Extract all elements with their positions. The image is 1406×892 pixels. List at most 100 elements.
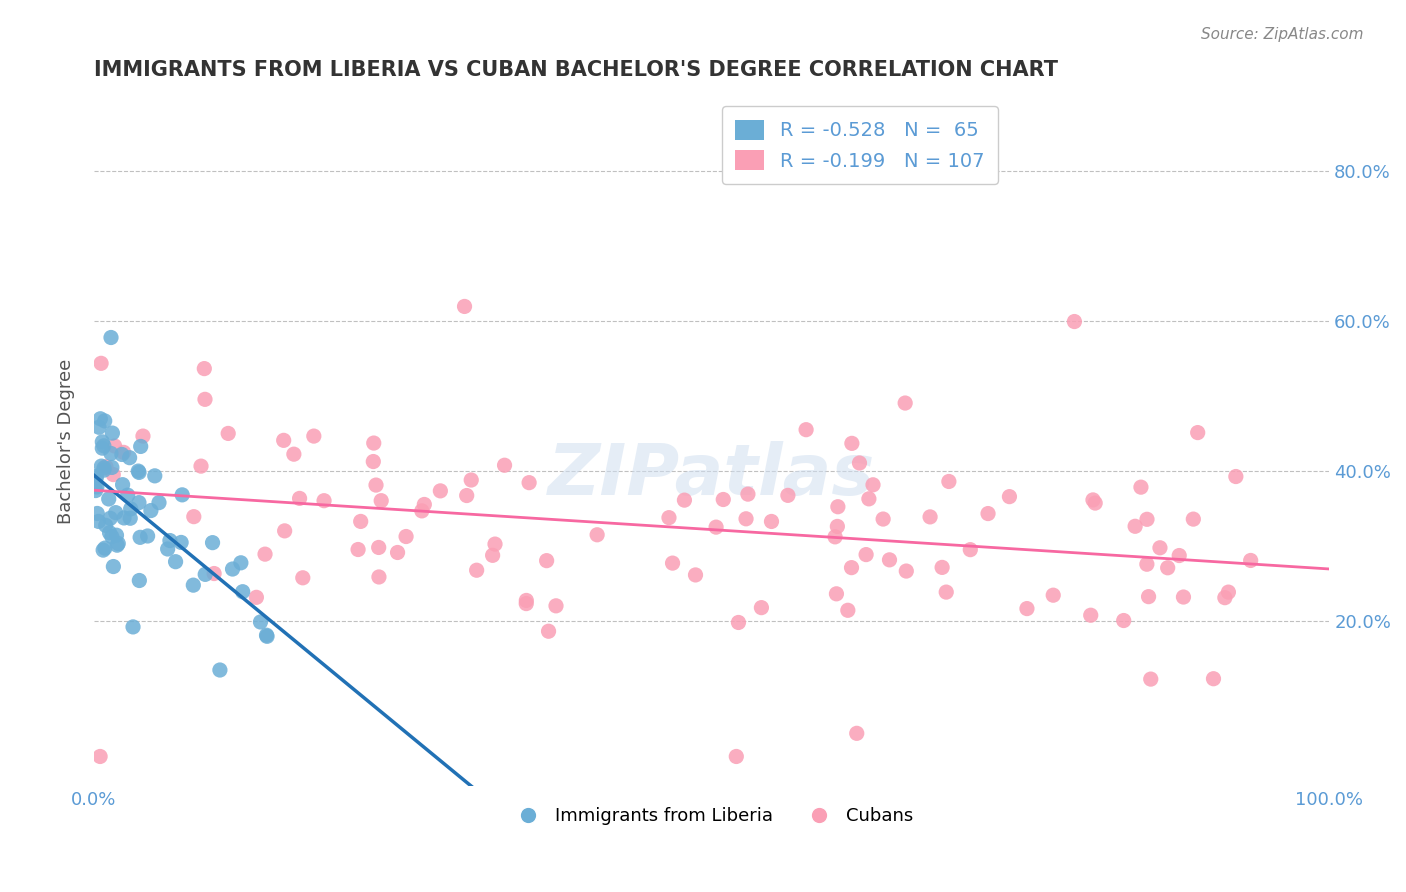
Immigrants from Liberia: [104, 506, 127, 520]
Cubans: [858, 491, 880, 506]
Immigrants from Liberia: [129, 439, 152, 453]
Immigrants from Liberia: [127, 464, 149, 478]
Immigrants from Liberia: [94, 541, 117, 555]
Immigrants from Liberia: [84, 483, 107, 498]
Cubans: [1123, 519, 1146, 533]
Cubans: [453, 300, 475, 314]
Cubans: [253, 547, 276, 561]
Cubans: [825, 587, 848, 601]
Cubans: [273, 434, 295, 448]
Cubans: [484, 537, 506, 551]
Immigrants from Liberia: [93, 461, 115, 475]
Cubans: [998, 490, 1021, 504]
Cubans: [1202, 672, 1225, 686]
Cubans: [90, 356, 112, 370]
Cubans: [1182, 512, 1205, 526]
Immigrants from Liberia: [136, 529, 159, 543]
Cubans: [1129, 480, 1152, 494]
Cubans: [363, 436, 385, 450]
Immigrants from Liberia: [128, 466, 150, 480]
Cubans: [456, 489, 478, 503]
Immigrants from Liberia: [100, 446, 122, 460]
Cubans: [586, 528, 609, 542]
Cubans: [537, 624, 560, 639]
Cubans: [735, 512, 758, 526]
Cubans: [1213, 591, 1236, 605]
Cubans: [364, 478, 387, 492]
Cubans: [931, 560, 953, 574]
Immigrants from Liberia: [249, 615, 271, 629]
Cubans: [112, 445, 135, 459]
Cubans: [1218, 585, 1240, 599]
Immigrants from Liberia: [111, 447, 134, 461]
Cubans: [517, 475, 540, 490]
Cubans: [725, 749, 748, 764]
Text: Source: ZipAtlas.com: Source: ZipAtlas.com: [1201, 27, 1364, 42]
Immigrants from Liberia: [170, 535, 193, 549]
Cubans: [1139, 672, 1161, 686]
Cubans: [515, 593, 537, 607]
Immigrants from Liberia: [89, 411, 111, 425]
Cubans: [515, 597, 537, 611]
Cubans: [183, 509, 205, 524]
Cubans: [1063, 314, 1085, 328]
Cubans: [1112, 614, 1135, 628]
Immigrants from Liberia: [129, 530, 152, 544]
Immigrants from Liberia: [93, 439, 115, 453]
Cubans: [658, 510, 681, 524]
Cubans: [202, 566, 225, 581]
Cubans: [413, 498, 436, 512]
Immigrants from Liberia: [100, 330, 122, 344]
Immigrants from Liberia: [98, 525, 121, 540]
Cubans: [368, 570, 391, 584]
Cubans: [848, 456, 870, 470]
Cubans: [387, 545, 409, 559]
Cubans: [245, 591, 267, 605]
Cubans: [302, 429, 325, 443]
Cubans: [862, 478, 884, 492]
Cubans: [959, 542, 981, 557]
Cubans: [685, 568, 707, 582]
Cubans: [370, 493, 392, 508]
Cubans: [273, 524, 295, 538]
Cubans: [283, 447, 305, 461]
Cubans: [737, 487, 759, 501]
Immigrants from Liberia: [208, 663, 231, 677]
Cubans: [1084, 496, 1107, 510]
Cubans: [977, 507, 1000, 521]
Cubans: [1080, 608, 1102, 623]
Immigrants from Liberia: [221, 562, 243, 576]
Cubans: [1081, 492, 1104, 507]
Immigrants from Liberia: [156, 541, 179, 556]
Cubans: [1136, 512, 1159, 526]
Immigrants from Liberia: [256, 629, 278, 643]
Immigrants from Liberia: [201, 535, 224, 549]
Cubans: [845, 726, 868, 740]
Y-axis label: Bachelor's Degree: Bachelor's Degree: [58, 359, 75, 524]
Cubans: [1225, 469, 1247, 483]
Cubans: [429, 483, 451, 498]
Immigrants from Liberia: [103, 559, 125, 574]
Cubans: [855, 548, 877, 562]
Text: IMMIGRANTS FROM LIBERIA VS CUBAN BACHELOR'S DEGREE CORRELATION CHART: IMMIGRANTS FROM LIBERIA VS CUBAN BACHELO…: [94, 60, 1057, 79]
Immigrants from Liberia: [128, 574, 150, 588]
Immigrants from Liberia: [120, 511, 142, 525]
Cubans: [1136, 558, 1159, 572]
Immigrants from Liberia: [128, 495, 150, 509]
Cubans: [935, 585, 957, 599]
Cubans: [411, 504, 433, 518]
Immigrants from Liberia: [94, 518, 117, 533]
Immigrants from Liberia: [93, 414, 115, 428]
Cubans: [727, 615, 749, 630]
Immigrants from Liberia: [194, 567, 217, 582]
Cubans: [312, 493, 335, 508]
Immigrants from Liberia: [120, 502, 142, 516]
Immigrants from Liberia: [229, 556, 252, 570]
Cubans: [711, 492, 734, 507]
Cubans: [544, 599, 567, 613]
Cubans: [841, 560, 863, 574]
Immigrants from Liberia: [139, 503, 162, 517]
Cubans: [1015, 601, 1038, 615]
Cubans: [367, 541, 389, 555]
Cubans: [194, 392, 217, 407]
